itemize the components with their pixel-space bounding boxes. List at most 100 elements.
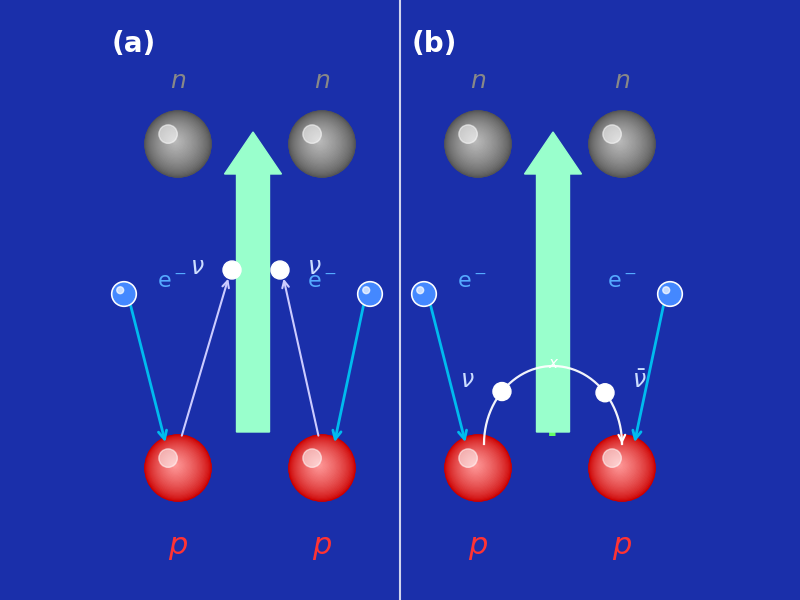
Circle shape xyxy=(618,140,620,142)
Circle shape xyxy=(301,123,341,163)
Circle shape xyxy=(154,444,200,490)
Circle shape xyxy=(614,136,625,147)
Circle shape xyxy=(465,131,487,153)
Circle shape xyxy=(153,119,202,167)
Circle shape xyxy=(598,120,644,166)
Circle shape xyxy=(305,127,336,158)
Circle shape xyxy=(592,438,651,497)
Circle shape xyxy=(299,121,343,165)
Circle shape xyxy=(145,111,211,177)
Circle shape xyxy=(313,135,326,148)
Circle shape xyxy=(303,449,338,484)
Circle shape xyxy=(591,437,653,499)
Circle shape xyxy=(318,140,320,142)
Circle shape xyxy=(463,129,490,155)
Circle shape xyxy=(461,451,492,482)
Circle shape xyxy=(449,439,506,496)
Circle shape xyxy=(304,126,337,159)
Circle shape xyxy=(310,456,330,476)
Circle shape xyxy=(155,445,199,489)
Circle shape xyxy=(146,436,210,500)
Circle shape xyxy=(455,121,499,165)
Circle shape xyxy=(165,455,187,477)
Circle shape xyxy=(309,131,331,153)
Circle shape xyxy=(168,134,183,149)
Circle shape xyxy=(453,443,502,491)
Circle shape xyxy=(446,436,510,500)
Circle shape xyxy=(607,129,634,155)
Circle shape xyxy=(296,442,346,493)
Circle shape xyxy=(445,111,511,177)
Circle shape xyxy=(459,449,478,467)
Circle shape xyxy=(459,449,494,484)
Circle shape xyxy=(610,456,630,476)
Circle shape xyxy=(111,281,137,307)
Circle shape xyxy=(147,113,209,175)
Circle shape xyxy=(362,287,370,293)
Circle shape xyxy=(301,447,341,487)
Circle shape xyxy=(153,443,202,491)
Circle shape xyxy=(312,134,327,149)
Circle shape xyxy=(302,124,339,161)
Circle shape xyxy=(617,463,622,467)
Circle shape xyxy=(157,123,197,163)
Circle shape xyxy=(291,437,353,499)
Circle shape xyxy=(600,446,642,488)
Circle shape xyxy=(467,457,485,475)
Circle shape xyxy=(597,119,646,167)
Circle shape xyxy=(306,452,334,481)
Circle shape xyxy=(445,435,511,501)
Circle shape xyxy=(473,463,478,467)
Text: ?: ? xyxy=(542,409,563,443)
Circle shape xyxy=(151,441,204,494)
Text: e$^-$: e$^-$ xyxy=(157,272,187,292)
Circle shape xyxy=(609,455,631,477)
Text: n: n xyxy=(614,69,630,93)
Circle shape xyxy=(589,435,655,501)
Text: $\nu$: $\nu$ xyxy=(190,255,205,279)
Circle shape xyxy=(145,435,211,501)
Circle shape xyxy=(603,449,638,484)
Circle shape xyxy=(300,122,342,164)
Circle shape xyxy=(468,134,483,149)
Circle shape xyxy=(289,111,355,177)
Circle shape xyxy=(304,450,337,483)
Circle shape xyxy=(315,461,324,470)
Circle shape xyxy=(445,111,511,177)
Circle shape xyxy=(117,287,124,293)
Circle shape xyxy=(297,443,346,491)
Circle shape xyxy=(317,463,322,467)
Circle shape xyxy=(163,129,190,155)
Circle shape xyxy=(599,121,643,165)
Circle shape xyxy=(462,452,490,481)
Circle shape xyxy=(446,112,510,176)
Circle shape xyxy=(457,123,497,163)
Circle shape xyxy=(169,459,182,472)
Circle shape xyxy=(465,455,487,477)
Circle shape xyxy=(450,440,505,495)
Circle shape xyxy=(605,127,636,158)
Circle shape xyxy=(606,128,634,157)
Text: p: p xyxy=(612,531,632,560)
Circle shape xyxy=(311,457,329,475)
Circle shape xyxy=(294,116,349,171)
Circle shape xyxy=(454,120,500,166)
Circle shape xyxy=(292,114,351,173)
Circle shape xyxy=(456,446,498,488)
Circle shape xyxy=(456,122,498,164)
Circle shape xyxy=(159,449,194,484)
Circle shape xyxy=(297,119,346,167)
Circle shape xyxy=(445,435,511,501)
Text: (a): (a) xyxy=(112,30,156,58)
Circle shape xyxy=(298,120,344,166)
Circle shape xyxy=(450,116,505,171)
Circle shape xyxy=(601,447,641,487)
Circle shape xyxy=(448,438,507,497)
Circle shape xyxy=(156,446,198,488)
Circle shape xyxy=(169,135,182,148)
Circle shape xyxy=(171,137,180,146)
Circle shape xyxy=(601,123,641,163)
Circle shape xyxy=(293,439,350,496)
Circle shape xyxy=(594,116,649,171)
Circle shape xyxy=(173,139,178,143)
